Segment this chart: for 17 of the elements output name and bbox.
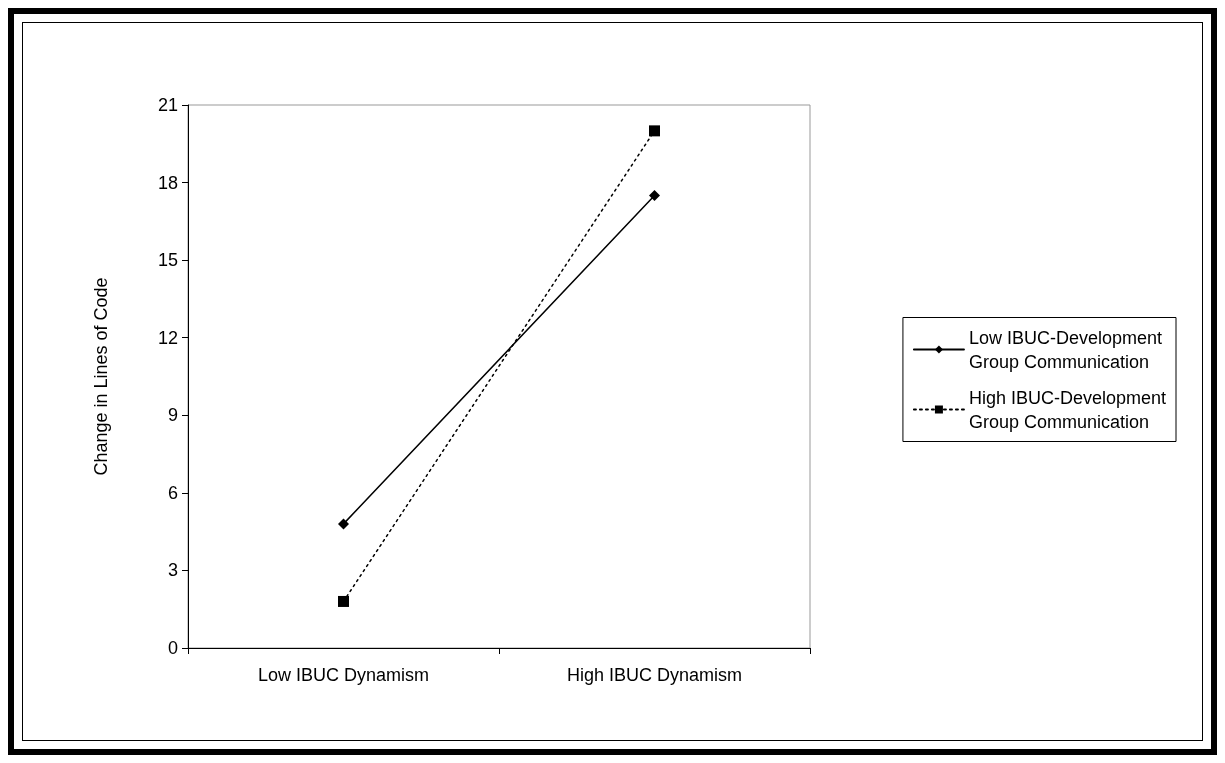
y-tick-label: 3 <box>167 560 178 581</box>
point <box>338 518 349 530</box>
y-tick-label: 9 <box>167 405 178 426</box>
y-tick-label: 18 <box>157 172 178 193</box>
x-tick-label: Low IBUC Dynamism <box>257 665 430 685</box>
y-tick-label: 0 <box>167 638 178 658</box>
y-tick-label: 21 <box>157 95 178 115</box>
y-axis-title: Change in Lines of Code <box>91 277 111 476</box>
legend-label: High IBUC-Development Group Communication <box>968 387 1166 432</box>
y-tick-label: 6 <box>167 482 178 503</box>
legend-label: Low IBUC-Development Group Communication <box>968 327 1162 372</box>
x-tick-label: High IBUC Dynamism <box>566 665 743 685</box>
y-tick-label: 12 <box>157 327 178 348</box>
y-tick-label: 15 <box>157 250 178 271</box>
point <box>649 125 660 137</box>
point <box>649 190 660 201</box>
point <box>338 595 349 607</box>
